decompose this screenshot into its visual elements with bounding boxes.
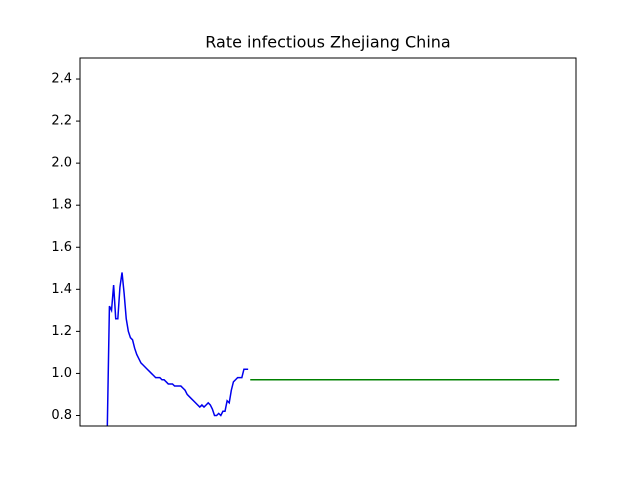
y-tick-label: 1.2 (51, 324, 72, 339)
y-tick-label: 1.0 (51, 366, 72, 381)
y-tick-label: 2.0 (51, 156, 72, 171)
y-tick-label: 2.2 (51, 114, 72, 129)
plot-frame (79, 57, 577, 427)
y-tick-label: 0.8 (51, 408, 72, 423)
y-tick-label: 1.8 (51, 198, 72, 213)
chart-title: Rate infectious Zhejiang China (205, 33, 450, 52)
y-tick-label: 1.4 (51, 282, 72, 297)
y-tick-label: 1.6 (51, 240, 72, 255)
y-tick-label: 2.4 (51, 72, 72, 87)
series-line (106, 272, 249, 426)
